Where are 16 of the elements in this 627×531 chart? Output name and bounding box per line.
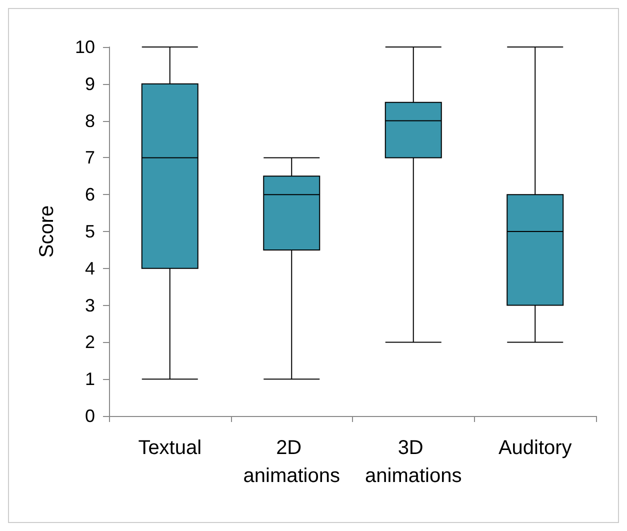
y-tick-label: 1: [84, 369, 95, 390]
y-tick-label: 10: [74, 37, 95, 57]
y-axis-title: Score: [36, 205, 58, 258]
y-tick-label: 8: [84, 110, 95, 131]
x-tick-label: Textual: [138, 437, 202, 459]
y-tick-label: 7: [84, 148, 95, 168]
y-tick-label: 0: [84, 406, 95, 426]
x-tick-label: 2D animations: [243, 437, 340, 487]
y-tick-label: 5: [84, 222, 95, 242]
y-tick-label: 9: [84, 74, 95, 94]
x-tick-label: 3D animations: [365, 437, 462, 487]
y-tick-label: 4: [84, 258, 95, 278]
x-tick-label: Auditory: [498, 437, 572, 459]
y-tick-label: 2: [84, 332, 95, 352]
y-tick-label: 3: [84, 295, 95, 316]
y-tick-label: 6: [84, 184, 95, 205]
